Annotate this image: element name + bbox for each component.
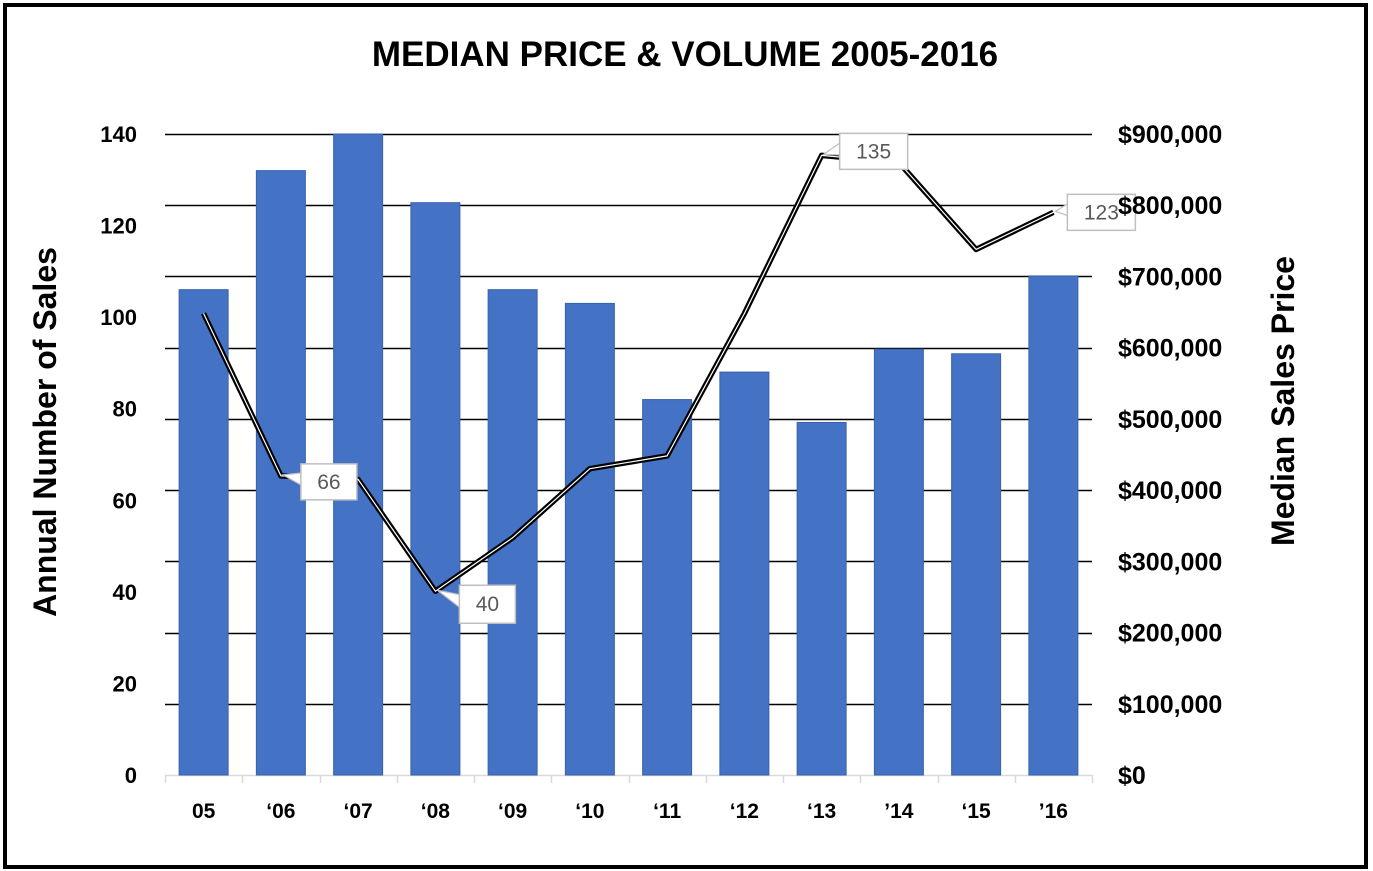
x-axis-tick-label: ’14 — [884, 800, 914, 823]
data-callout: 66 — [280, 463, 358, 501]
y-axis-right-title: Median Sales Price — [1265, 256, 1301, 546]
bar — [1028, 275, 1079, 776]
chart-title: MEDIAN PRICE & VOLUME 2005-2016 — [372, 35, 998, 74]
callout-label: 135 — [856, 140, 891, 163]
x-axis-tick-label: ‘07 — [344, 800, 373, 823]
callout-label: 66 — [317, 471, 340, 494]
data-callout: 40 — [437, 584, 517, 624]
callout-box — [458, 584, 517, 624]
bar — [487, 289, 538, 776]
bar — [719, 371, 770, 776]
bar — [333, 133, 384, 776]
y-axis-left-tick-label: 20 — [113, 671, 137, 696]
bar — [873, 348, 924, 776]
y-axis-right-tick-label: $100,000 — [1118, 691, 1222, 719]
bar — [642, 399, 693, 776]
y-axis-right-tick-label: $600,000 — [1118, 335, 1222, 363]
y-axis-left-tick-label: 0 — [125, 763, 137, 788]
data-callout: 135 — [821, 132, 909, 171]
callout-box — [1066, 193, 1137, 232]
y-axis-right-tick-label: $700,000 — [1118, 263, 1222, 291]
y-axis-right-tick-label: $800,000 — [1118, 192, 1222, 220]
bar — [564, 302, 615, 776]
callout-box — [300, 463, 358, 501]
data-callout: 123 — [1053, 193, 1137, 232]
x-axis-tick-label: ‘08 — [421, 800, 451, 823]
callout-box — [838, 132, 909, 171]
y-axis-left-tick-label: 40 — [113, 580, 137, 605]
callout-label: 40 — [476, 593, 499, 616]
x-axis-tick-label: ‘09 — [498, 800, 527, 823]
x-axis-tick-label: 05 — [192, 800, 216, 823]
bar — [410, 202, 461, 776]
y-axis-left-tick-label: 120 — [100, 214, 137, 239]
axis-ticks: 0 20 40 60 80 100 120 140 $0 $100,000 $200,000 $300… — [100, 121, 1222, 823]
x-axis-tick-label: ‘11 — [653, 800, 681, 823]
x-axis-tick-label: ’16 — [1039, 800, 1068, 823]
bar-series — [178, 133, 1079, 776]
x-axis-tick-label: ‘13 — [807, 800, 836, 823]
y-axis-right-tick-label: $900,000 — [1118, 121, 1222, 149]
data-callouts: 66 40 135 123 — [280, 132, 1137, 624]
price-line-outline — [201, 152, 1055, 594]
y-axis-right-tick-label: $500,000 — [1118, 406, 1222, 434]
y-axis-right-tick-label: $300,000 — [1118, 548, 1222, 576]
gridlines — [164, 133, 1094, 783]
x-axis-tick-label: ‘15 — [962, 800, 992, 823]
price-line-series — [201, 152, 1055, 594]
price-line-inner — [203, 154, 1054, 592]
x-axis-tick-label: ‘12 — [730, 800, 759, 823]
y-axis-right-tick-label: $0 — [1118, 762, 1146, 790]
x-axis-tick-label: ‘06 — [266, 800, 295, 823]
y-axis-right-tick-label: $200,000 — [1118, 620, 1222, 648]
callout-pointer — [821, 141, 842, 156]
bar — [796, 421, 847, 776]
y-axis-right-tick-label: $400,000 — [1118, 477, 1222, 505]
y-axis-left-tick-label: 100 — [100, 305, 137, 330]
bar — [178, 289, 229, 776]
x-axis-tick-label: ‘10 — [575, 800, 604, 823]
y-axis-left-tick-label: 140 — [100, 122, 137, 147]
y-axis-left-tick-label: 80 — [113, 397, 137, 422]
y-axis-left-title: Annual Number of Sales — [27, 247, 63, 617]
bar — [951, 353, 1002, 776]
callout-label: 123 — [1084, 201, 1119, 224]
y-axis-left-tick-label: 60 — [113, 488, 137, 513]
